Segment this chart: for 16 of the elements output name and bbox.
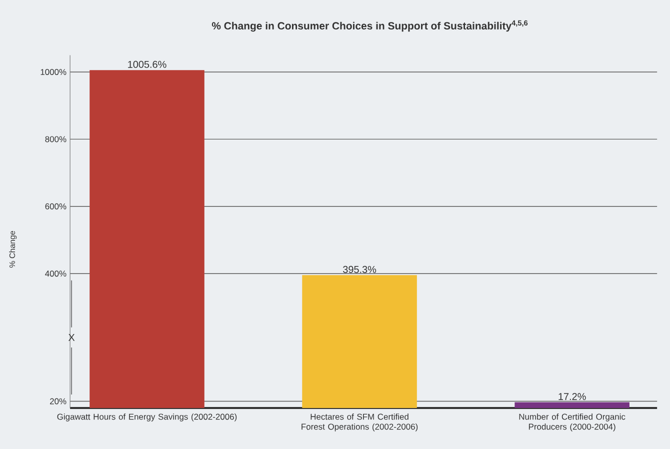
bar — [90, 70, 204, 408]
data-label: 17.2% — [558, 393, 586, 400]
y-tick-label: 20% — [50, 398, 66, 404]
x-tick-label: Hectares of SFM Certified Forest Operations (2002-2006) — [302, 414, 418, 432]
x-tick-label: Number of Certified Organic Producers (2000-2004) — [519, 414, 626, 432]
y-tick-label: 600% — [45, 203, 66, 210]
x-tick-label: Gigawatt Hours of Energy Savings (2002-2006) — [57, 414, 237, 422]
data-label: 1005.6% — [128, 60, 166, 68]
chart-title: % Change in Consumer Choices in Support of Sustainability$^{4,5,6}$ — [212, 20, 528, 32]
bar — [302, 275, 417, 408]
y-tick-label: 400% — [45, 270, 66, 277]
bar — [514, 402, 630, 408]
y-tick-label: 800% — [45, 136, 66, 142]
annotation: X — [68, 334, 75, 341]
y-tick-label: 1000% — [40, 69, 66, 75]
data-label: 395.3% — [343, 266, 376, 273]
